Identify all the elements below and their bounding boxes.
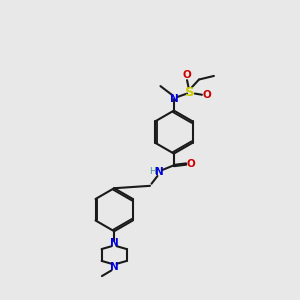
Text: S: S <box>184 86 194 99</box>
Text: O: O <box>187 159 196 169</box>
Text: N: N <box>110 238 118 248</box>
Text: N: N <box>110 262 118 272</box>
Text: O: O <box>202 90 211 100</box>
Text: H: H <box>149 167 156 176</box>
Text: O: O <box>183 70 191 80</box>
Text: N: N <box>155 167 164 177</box>
Text: N: N <box>169 94 178 103</box>
